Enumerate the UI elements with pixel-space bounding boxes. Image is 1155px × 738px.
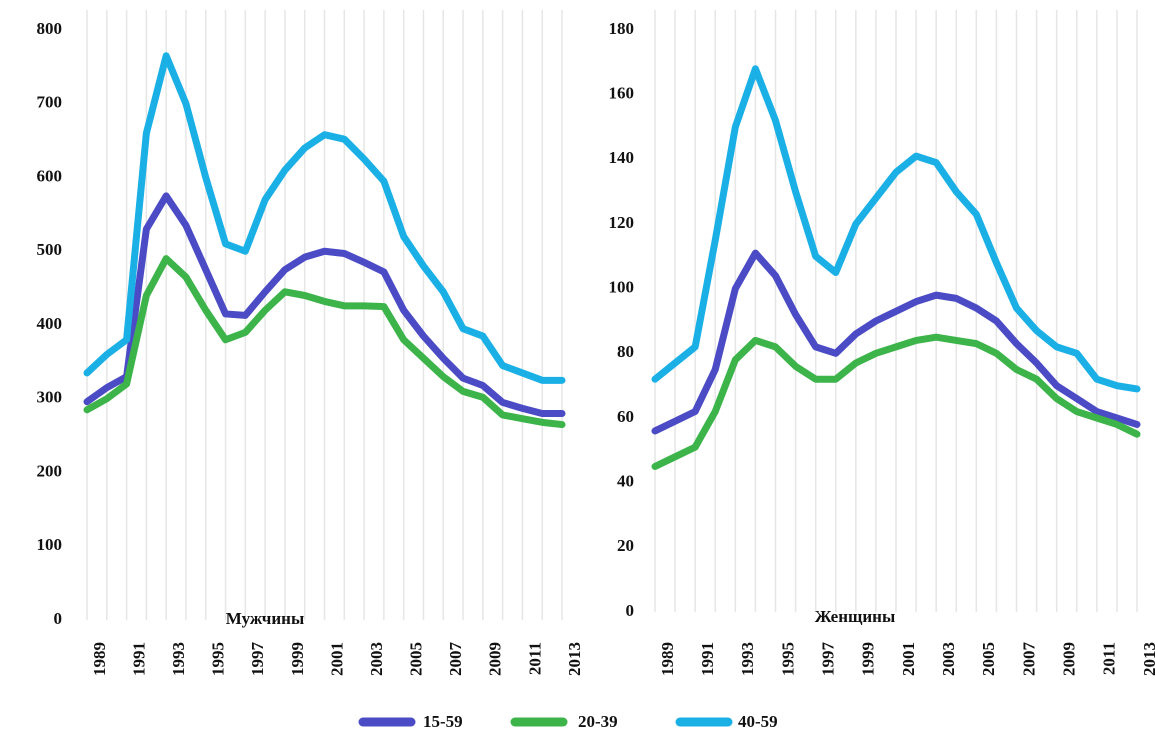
- y-tick-label: 120: [609, 213, 635, 232]
- series-line: [83, 255, 566, 429]
- x-tick-label: 2007: [1019, 642, 1038, 677]
- legend-label: 40-59: [738, 712, 778, 731]
- series-line: [651, 249, 1141, 435]
- series-line: [83, 192, 566, 417]
- y-tick-label: 100: [37, 535, 63, 554]
- y-tick-label: 80: [617, 342, 634, 361]
- series-line: [83, 52, 566, 384]
- x-tick-label: 1997: [248, 642, 267, 677]
- y-tick-label: 700: [37, 93, 63, 112]
- panel-title: Женщины: [815, 607, 896, 626]
- x-tick-label: 1989: [90, 642, 109, 676]
- x-tick-label: 2011: [525, 642, 544, 675]
- x-tick-label: 2013: [565, 642, 584, 676]
- y-tick-label: 800: [37, 19, 63, 38]
- x-tick-label: 2003: [367, 642, 386, 676]
- y-tick-label: 100: [609, 278, 635, 297]
- y-tick-label: 600: [37, 166, 63, 185]
- x-tick-label: 2001: [899, 642, 918, 676]
- y-tick-label: 40: [617, 472, 634, 491]
- x-tick-label: 1991: [129, 642, 148, 676]
- x-tick-label: 1995: [778, 642, 797, 676]
- y-tick-label: 500: [37, 240, 63, 259]
- x-tick-label: 2009: [486, 642, 505, 676]
- x-tick-label: 2007: [446, 642, 465, 677]
- x-tick-label: 1989: [658, 642, 677, 676]
- x-tick-label: 2001: [327, 642, 346, 676]
- x-tick-label: 2013: [1140, 642, 1155, 676]
- y-tick-label: 0: [54, 609, 63, 628]
- y-tick-label: 200: [37, 461, 63, 480]
- legend-label: 15-59: [423, 712, 463, 731]
- y-tick-label: 180: [609, 19, 635, 38]
- y-tick-label: 20: [617, 536, 634, 555]
- x-tick-label: 2005: [407, 642, 426, 676]
- y-tick-label: 140: [609, 148, 635, 167]
- x-tick-label: 1999: [288, 642, 307, 676]
- y-tick-label: 400: [37, 314, 63, 333]
- x-tick-label: 1993: [169, 642, 188, 676]
- series-line: [651, 333, 1141, 470]
- x-tick-label: 1993: [738, 642, 757, 676]
- y-tick-label: 300: [37, 388, 63, 407]
- x-tick-label: 1997: [819, 642, 838, 677]
- legend-label: 20-39: [578, 712, 618, 731]
- y-tick-label: 0: [626, 601, 635, 620]
- x-tick-label: 1999: [859, 642, 878, 676]
- x-tick-label: 1995: [209, 642, 228, 676]
- y-tick-label: 60: [617, 407, 634, 426]
- y-tick-label: 160: [609, 84, 635, 103]
- x-tick-label: 2011: [1100, 642, 1119, 675]
- series-line: [651, 65, 1141, 393]
- x-tick-label: 2009: [1060, 642, 1079, 676]
- x-tick-label: 2003: [939, 642, 958, 676]
- x-tick-label: 2005: [979, 642, 998, 676]
- panel-title: Мужчины: [226, 609, 304, 628]
- x-tick-label: 1991: [698, 642, 717, 676]
